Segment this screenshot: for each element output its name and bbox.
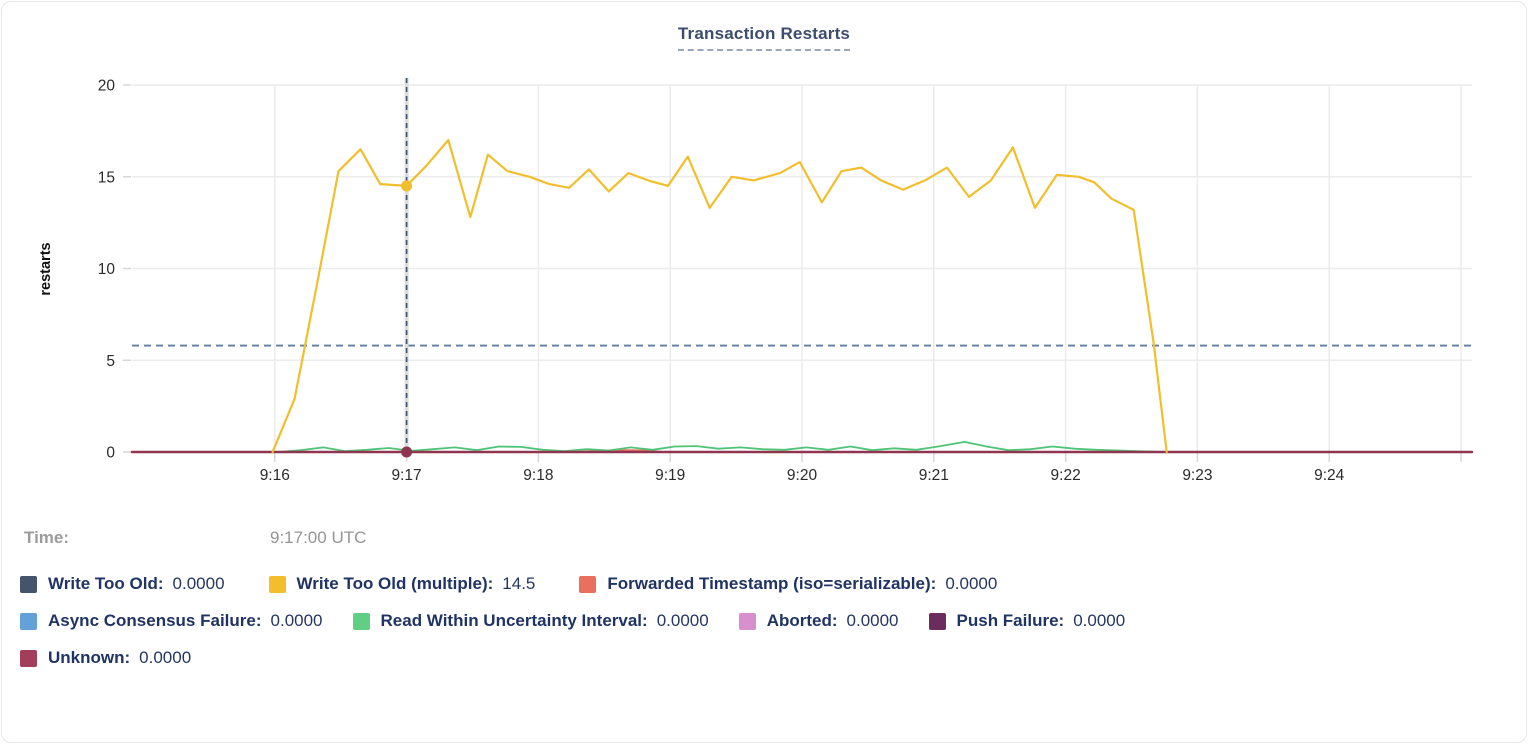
legend-item: Async Consensus Failure: 0.0000 [20, 611, 323, 631]
svg-text:0: 0 [106, 445, 115, 462]
legend-item: Read Within Uncertainty Interval: 0.0000 [352, 611, 709, 631]
legend-item: Push Failure: 0.0000 [928, 611, 1126, 631]
legend-label: Async Consensus Failure: [48, 611, 262, 630]
svg-text:9:18: 9:18 [523, 467, 553, 484]
svg-text:9:24: 9:24 [1314, 467, 1345, 484]
legend: Write Too Old: 0.0000 Write Too Old (multi… [20, 574, 1526, 668]
legend-swatch [928, 612, 946, 630]
legend-item: Unknown: 0.0000 [20, 648, 191, 668]
title-row: Transaction Restarts [2, 24, 1526, 56]
legend-value: 0.0000 [1073, 611, 1126, 630]
chart-title: Transaction Restarts [677, 24, 851, 51]
legend-value: 0.0000 [270, 611, 323, 630]
legend-swatch [20, 575, 37, 593]
time-row: Time: 9:17:00 UTC [24, 528, 1526, 548]
legend-swatch [20, 649, 37, 667]
legend-row: Async Consensus Failure: 0.0000 Read Withi… [20, 611, 1526, 631]
legend-value: 0.0000 [656, 611, 709, 630]
chart-svg[interactable]: 0 5 10 15 20 9:16 9:17 9:18 9:19 9:20 9:21 9:22 9:23… [2, 62, 1528, 502]
time-value: 9:17:00 UTC [270, 528, 367, 547]
legend-swatch [352, 612, 370, 630]
svg-text:9:22: 9:22 [1051, 467, 1081, 484]
legend-value: 0.0000 [172, 574, 225, 593]
legend-label: Unknown: [48, 648, 131, 667]
svg-text:10: 10 [98, 261, 116, 278]
legend-item: Aborted: 0.0000 [738, 611, 899, 631]
svg-text:restarts: restarts [38, 242, 54, 295]
legend-value: 14.5 [502, 574, 536, 593]
svg-text:5: 5 [106, 353, 115, 370]
legend-label: Write Too Old (multiple): [296, 574, 494, 593]
legend-label: Aborted: [766, 611, 838, 630]
chart-area[interactable]: 0 5 10 15 20 9:16 9:17 9:18 9:19 9:20 9:21 9:22 9:23… [2, 62, 1528, 502]
svg-text:9:17: 9:17 [392, 467, 422, 484]
legend-label: Write Too Old: [48, 574, 164, 593]
svg-text:9:20: 9:20 [787, 467, 818, 484]
svg-text:9:23: 9:23 [1182, 467, 1212, 484]
svg-text:9:16: 9:16 [260, 467, 290, 484]
legend-value: 0.0000 [945, 574, 998, 593]
legend-label: Forwarded Timestamp (iso=serializable): [607, 574, 937, 593]
legend-row: Unknown: 0.0000 [20, 648, 1526, 668]
legend-item: Write Too Old: 0.0000 [20, 574, 225, 594]
legend-label: Read Within Uncertainty Interval: [380, 611, 648, 630]
legend-swatch [579, 575, 597, 593]
time-label: Time: [24, 528, 70, 547]
legend-label: Push Failure: [956, 611, 1065, 630]
legend-swatch [20, 612, 37, 630]
legend-swatch [268, 575, 286, 593]
legend-swatch [738, 612, 756, 630]
svg-text:9:19: 9:19 [655, 467, 685, 484]
legend-item: Forwarded Timestamp (iso=serializable): 0… [579, 574, 997, 594]
legend-value: 0.0000 [139, 648, 192, 667]
legend-item: Write Too Old (multiple): 14.5 [268, 574, 536, 594]
svg-text:20: 20 [98, 78, 116, 95]
legend-value: 0.0000 [846, 611, 899, 630]
legend-row: Write Too Old: 0.0000 Write Too Old (multi… [20, 574, 1526, 594]
svg-text:9:21: 9:21 [919, 467, 949, 484]
svg-text:15: 15 [98, 169, 115, 186]
